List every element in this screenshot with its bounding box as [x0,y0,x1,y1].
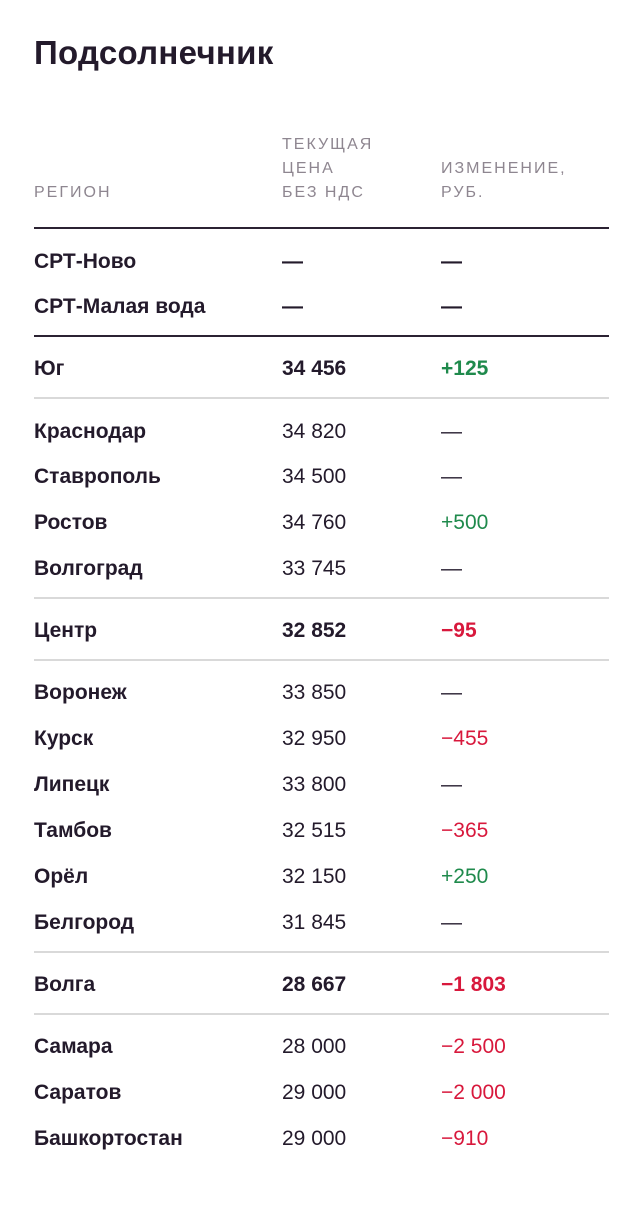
table-row: Курск 32 950 −455 [34,724,609,754]
price-value: 29 000 [282,1081,347,1104]
price-value: 34 820 [282,420,347,443]
change-value: — [441,681,462,704]
region-name: Ростов [34,511,108,534]
change-value: +125 [441,357,489,380]
change-value: — [441,465,462,488]
price-value: 31 845 [282,911,347,934]
change-value: — [441,295,462,318]
region-name: Липецк [34,773,110,796]
header-change: ИЗМЕНЕНИЕ, РУБ. [441,160,567,201]
change-value: −2 500 [441,1035,506,1058]
change-value: — [441,773,462,796]
table-row: Ставрополь 34 500 — [34,462,609,492]
table-row: СРТ-Малая вода — — [34,292,609,322]
region-name: Юг [34,357,65,380]
price-value: 28 667 [282,973,347,996]
region-name: Волга [34,973,96,996]
table-row: Башкортостан 29 000 −910 [34,1124,609,1154]
region-name: Волгоград [34,557,143,580]
region-name: Орёл [34,865,89,888]
region-name: Курск [34,727,94,750]
header-divider [34,227,609,229]
table-row: Белгород 31 845 — [34,908,609,938]
change-value: −455 [441,727,489,750]
table-row: СРТ-Ново — — [34,247,609,277]
header-price: ТЕКУЩАЯ ЦЕНА БЕЗ НДС [282,136,374,201]
group-divider [34,659,609,661]
price-value: 32 150 [282,865,347,888]
change-value: +500 [441,511,489,534]
change-value: −1 803 [441,973,506,996]
group-row-center: Центр 32 852 −95 [34,616,609,646]
region-name: Ставрополь [34,465,161,488]
table-row: Самара 28 000 −2 500 [34,1032,609,1062]
group-row-south: Юг 34 456 +125 [34,354,609,384]
header-region: РЕГИОН [34,184,112,201]
table-row: Воронеж 33 850 — [34,678,609,708]
price-value: 34 760 [282,511,347,534]
price-value: — [282,250,303,273]
region-name: Самара [34,1035,113,1058]
change-value: — [441,911,462,934]
region-name: Краснодар [34,420,147,443]
price-value: 29 000 [282,1127,347,1150]
region-name: СРТ-Ново [34,250,137,273]
group-divider [34,1013,609,1015]
table-row: Тамбов 32 515 −365 [34,816,609,846]
price-value: 34 456 [282,357,347,380]
table-header: РЕГИОН ТЕКУЩАЯ ЦЕНА БЕЗ НДС ИЗМЕНЕНИЕ, Р… [34,125,609,205]
price-value: 32 950 [282,727,347,750]
price-value: 33 800 [282,773,347,796]
region-name: СРТ-Малая вода [34,295,206,318]
table-row: Краснодар 34 820 — [34,417,609,447]
group-divider [34,951,609,953]
table-row: Орёл 32 150 +250 [34,862,609,892]
region-name: Центр [34,619,98,642]
group-divider [34,397,609,399]
group-row-volga: Волга 28 667 −1 803 [34,970,609,1000]
region-name: Тамбов [34,819,112,842]
region-name: Башкортостан [34,1127,183,1150]
table-row: Саратов 29 000 −2 000 [34,1078,609,1108]
change-value: — [441,557,462,580]
change-value: — [441,420,462,443]
price-value: — [282,295,303,318]
region-name: Саратов [34,1081,122,1104]
region-name: Белгород [34,911,135,934]
price-value: 33 850 [282,681,347,704]
table-row: Липецк 33 800 — [34,770,609,800]
change-value: +250 [441,865,489,888]
price-value: 33 745 [282,557,347,580]
section-divider [34,335,609,337]
price-value: 32 515 [282,819,347,842]
change-value: — [441,250,462,273]
table-row: Ростов 34 760 +500 [34,508,609,538]
change-value: −2 000 [441,1081,506,1104]
group-divider [34,597,609,599]
price-value: 32 852 [282,619,347,642]
table-row: Волгоград 33 745 — [34,554,609,584]
change-value: −95 [441,619,477,642]
change-value: −365 [441,819,489,842]
price-value: 28 000 [282,1035,347,1058]
price-value: 34 500 [282,465,347,488]
change-value: −910 [441,1127,489,1150]
page-title: Подсолнечник [34,34,274,71]
region-name: Воронеж [34,681,127,704]
